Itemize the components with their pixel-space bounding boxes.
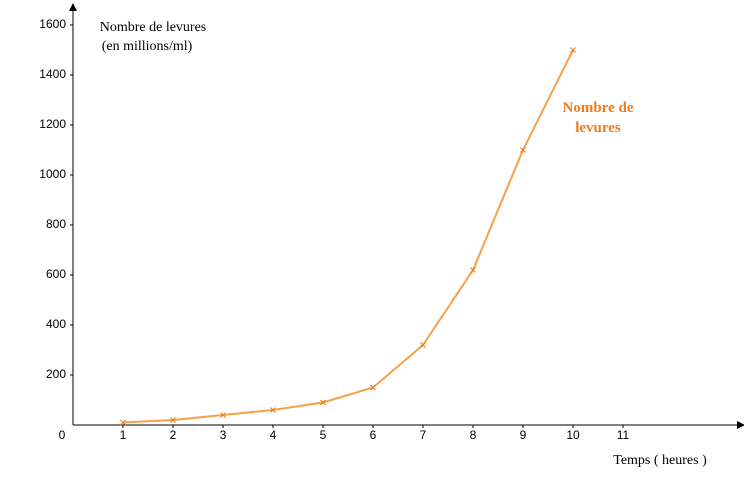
x-tick-label: 11	[617, 428, 630, 442]
x-tick-label: 3	[220, 428, 227, 442]
marker	[570, 47, 576, 53]
marker	[370, 384, 376, 391]
marker	[470, 267, 476, 273]
marker	[220, 412, 226, 418]
marker	[320, 399, 326, 406]
x-tick-label: 7	[420, 428, 427, 442]
x-tick-label: 1	[120, 428, 127, 442]
y-tick-label: 600	[46, 267, 66, 281]
x-tick-label: 2	[170, 428, 177, 442]
x-tick-label: 4	[270, 428, 277, 442]
y-label: (en millions/ml)	[102, 39, 193, 54]
marker	[520, 147, 526, 153]
x-tick-label: 9	[520, 428, 527, 442]
legend-label: Nombre de levures	[562, 100, 634, 136]
marker	[170, 417, 176, 423]
marker	[270, 407, 276, 413]
x-tick-label: 6	[370, 428, 377, 442]
marker	[420, 342, 426, 348]
y-label: Nombre de levures	[100, 20, 207, 35]
series-line	[122, 49, 574, 424]
y-tick-label: 1600	[39, 17, 66, 31]
x-tick-label: 5	[320, 428, 327, 442]
x-tick-label: 10	[566, 428, 580, 442]
y-tick-label: 400	[46, 317, 66, 331]
y-tick-label: 200	[46, 367, 66, 381]
y-tick-label: 1200	[39, 117, 66, 131]
x-tick-label: 8	[470, 428, 477, 442]
y-tick-label: 1000	[39, 167, 66, 181]
x-label: Temps ( heures )	[613, 453, 707, 468]
marker	[120, 419, 126, 426]
x-tick-label: 0	[59, 428, 66, 442]
y-tick-label: 800	[46, 217, 66, 231]
y-tick-label: 1400	[39, 67, 66, 81]
